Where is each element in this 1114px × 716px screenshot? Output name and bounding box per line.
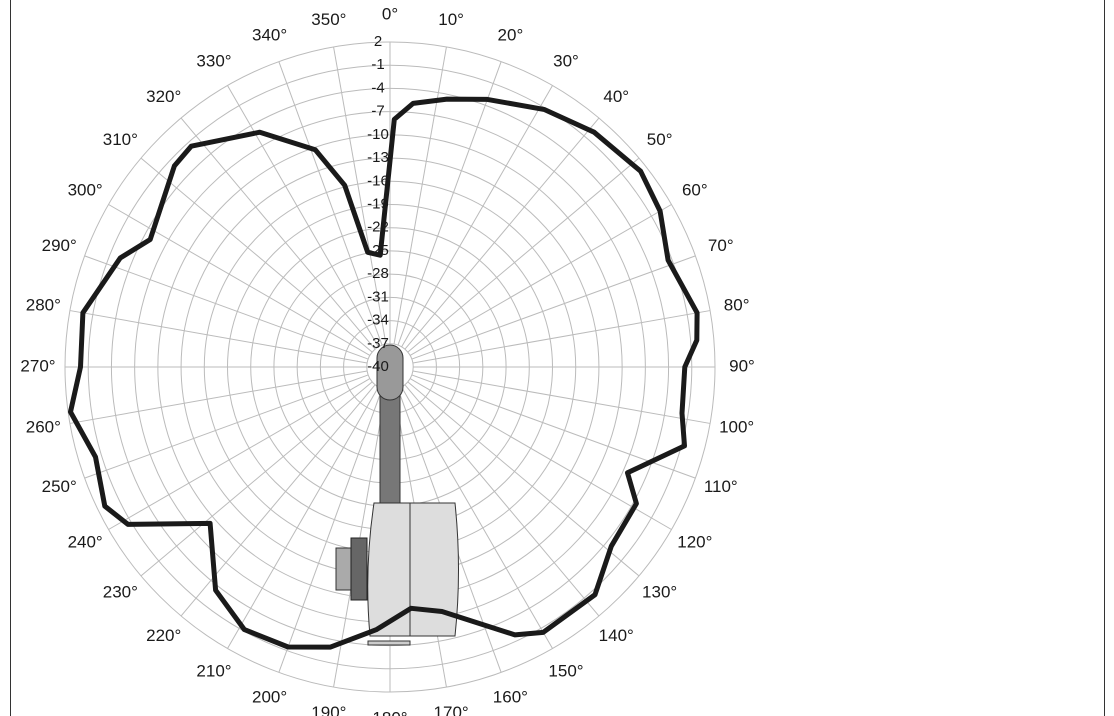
device-body <box>368 503 459 636</box>
theta-tick-label: 70° <box>708 236 734 255</box>
theta-tick-label: 280° <box>26 295 61 314</box>
r-tick-label: -4 <box>371 79 384 96</box>
theta-tick-label: 200° <box>252 687 287 706</box>
grid-spoke <box>408 158 639 352</box>
theta-tick-label: 340° <box>252 26 287 45</box>
theta-tick-label: 230° <box>103 583 138 602</box>
grid-spoke <box>413 311 710 363</box>
grid-spoke <box>70 371 367 423</box>
device-base <box>368 641 410 645</box>
theta-tick-label: 240° <box>68 532 103 551</box>
theta-tick-label: 190° <box>311 703 346 716</box>
theta-tick-label: 300° <box>68 180 103 199</box>
theta-tick-label: 290° <box>42 236 77 255</box>
r-tick-label: -19 <box>367 195 389 212</box>
theta-tick-label: 320° <box>146 87 181 106</box>
theta-tick-label: 50° <box>647 130 673 149</box>
grid-spoke <box>413 371 710 423</box>
grid-spoke <box>109 379 370 530</box>
frame <box>11 0 1105 716</box>
grid-spoke <box>181 118 375 349</box>
theta-tick-label: 140° <box>599 626 634 645</box>
grid-spoke <box>279 389 382 673</box>
theta-tick-label: 80° <box>724 295 750 314</box>
r-tick-label: -16 <box>367 172 389 189</box>
theta-tick-label: 150° <box>548 661 583 680</box>
theta-tick-label: 160° <box>493 687 528 706</box>
grid-spoke <box>109 205 370 356</box>
theta-tick-label: 120° <box>677 532 712 551</box>
r-tick-label: -34 <box>367 312 389 329</box>
connector-nut <box>351 538 367 600</box>
r-tick-label: -37 <box>367 335 389 352</box>
grid-spoke <box>70 311 367 363</box>
r-tick-label: -13 <box>367 149 389 166</box>
antenna-device <box>336 345 459 645</box>
r-tick-label: -25 <box>367 242 389 259</box>
r-tick-label: -22 <box>367 219 389 236</box>
theta-tick-label: 100° <box>719 418 754 437</box>
theta-tick-label: 350° <box>311 10 346 29</box>
chart: 2 -1 -4 -7 -13 -10 -16 -19 -22 -25 -28 -31 -34 -37 -40… <box>0 0 1114 716</box>
grid-spoke <box>405 118 599 349</box>
grid-spoke <box>394 47 446 344</box>
theta-tick-label: 170° <box>434 703 469 716</box>
grid-spoke <box>228 387 379 648</box>
r-tick-label: -10 <box>367 126 389 143</box>
theta-tick-label: 250° <box>42 477 77 496</box>
theta-tick-label: 310° <box>103 130 138 149</box>
theta-tick-label: 30° <box>553 52 579 71</box>
theta-tick-label: 10° <box>438 10 464 29</box>
theta-tick-label: 330° <box>196 52 231 71</box>
r-tick-label: -31 <box>367 288 389 305</box>
theta-tick-label: 90° <box>729 356 755 375</box>
page: 2 -1 -4 -7 -13 -10 -16 -19 -22 -25 -28 -31 -34 -37 -40… <box>0 0 1114 716</box>
grid-spoke <box>141 382 372 576</box>
r-tick-label: -1 <box>371 56 384 73</box>
grid-spoke <box>141 158 372 352</box>
grid-spoke <box>85 375 369 478</box>
theta-tick-label: 130° <box>642 583 677 602</box>
grid-spoke <box>85 256 369 359</box>
theta-tick-label: 220° <box>146 626 181 645</box>
theta-tick-label: 60° <box>682 180 708 199</box>
grid-spoke <box>410 205 671 356</box>
theta-tick-label: 210° <box>196 661 231 680</box>
grid-spoke <box>402 86 553 347</box>
theta-tick-label: 270° <box>20 356 55 375</box>
theta-tick-label: 0° <box>382 4 398 23</box>
r-tick-label: -28 <box>367 265 389 282</box>
theta-tick-label: 20° <box>498 26 524 45</box>
r-tick-label: 2 <box>374 33 382 50</box>
grid-spoke <box>412 256 696 359</box>
theta-tick-label: 110° <box>704 477 738 496</box>
theta-tick-label: 40° <box>603 87 629 106</box>
r-tick-label: -40 <box>367 358 389 375</box>
theta-tick-label: 260° <box>26 418 61 437</box>
r-tick-label: -7 <box>371 103 384 120</box>
theta-tick-label: 180° <box>372 708 407 716</box>
